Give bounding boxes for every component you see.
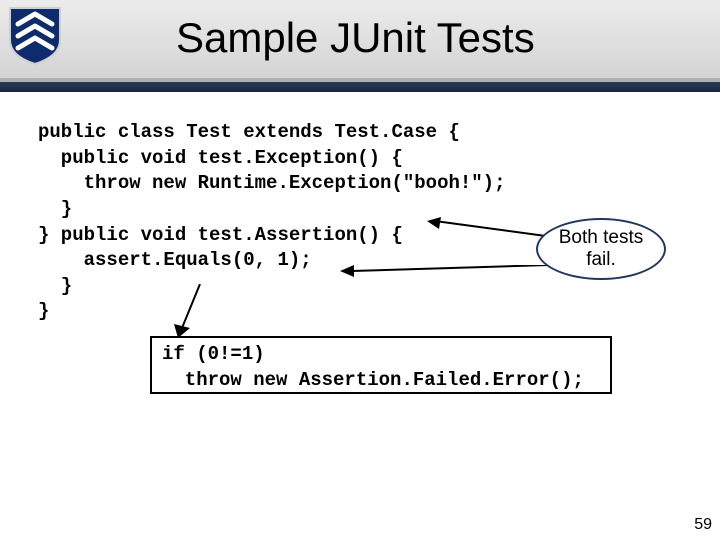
- callout-line-2: fail.: [586, 249, 616, 271]
- code-line-6: assert.Equals(0, 1);: [38, 249, 312, 271]
- code-line-1: public class Test extends Test.Case {: [38, 121, 460, 143]
- expansion-line-1: if (0!=1): [162, 343, 265, 365]
- callout-line-1: Both tests: [559, 227, 644, 249]
- callout-bubble: Both tests fail.: [536, 218, 666, 280]
- expansion-line-2: throw new Assertion.Failed.Error();: [162, 369, 584, 391]
- code-line-8: }: [38, 300, 49, 322]
- code-line-2: public void test.Exception() {: [38, 147, 403, 169]
- expansion-box: if (0!=1) throw new Assertion.Failed.Err…: [150, 336, 612, 394]
- page-number: 59: [694, 516, 712, 534]
- slide-title: Sample JUnit Tests: [176, 14, 535, 62]
- code-line-7: }: [38, 275, 72, 297]
- code-line-5: } public void test.Assertion() {: [38, 224, 403, 246]
- code-line-3: throw new Runtime.Exception("booh!");: [38, 172, 505, 194]
- shield-logo-icon: [8, 6, 62, 66]
- code-block: public class Test extends Test.Case { pu…: [38, 120, 505, 325]
- code-line-4: }: [38, 198, 72, 220]
- title-underline-dark: [0, 82, 720, 92]
